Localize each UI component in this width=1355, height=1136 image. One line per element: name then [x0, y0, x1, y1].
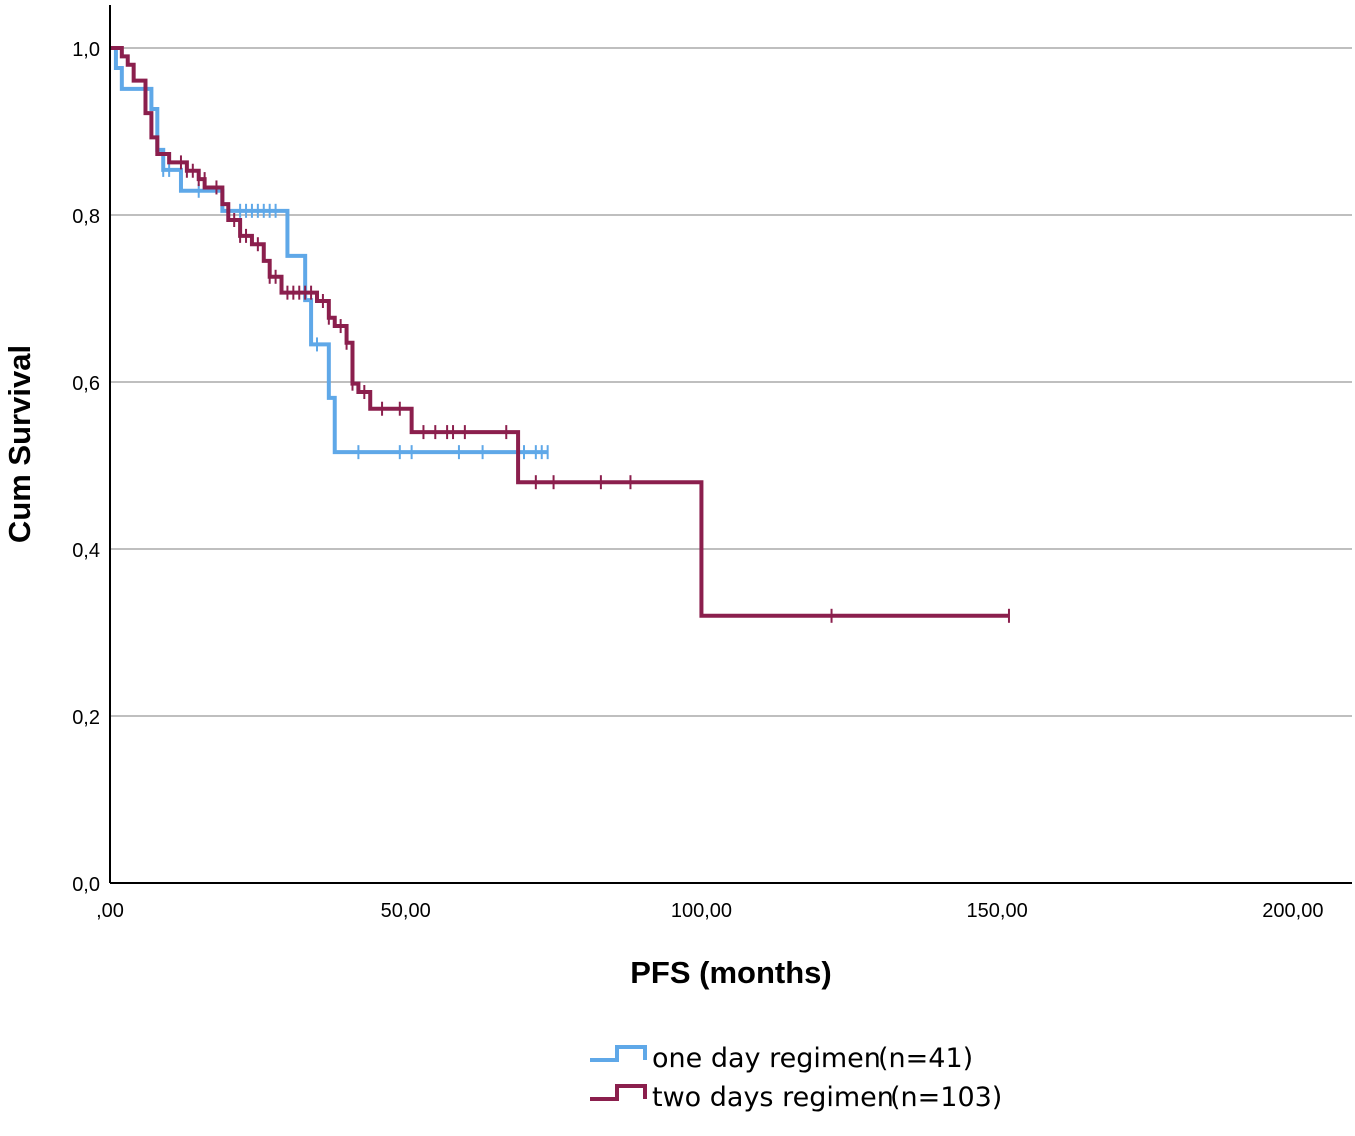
y-tick-label: 0,8: [72, 206, 100, 228]
legend-item-one-day: one day regimen (n=41): [590, 1043, 973, 1074]
axes: [109, 5, 1352, 884]
y-axis-title: Cum Survival: [2, 345, 37, 543]
survival-step-line: [110, 46, 1009, 618]
series-two-days: [110, 46, 1010, 623]
series-layer: [110, 46, 1010, 623]
y-tick-label: 1,0: [72, 39, 100, 61]
x-tick-label: 50,00: [381, 900, 431, 922]
legend-swatch-one-day: [590, 1045, 647, 1062]
tick-labels: 0,0 0,2 0,4 0,6 0,8 1,0 ,00 50,00 100,00 150,00 20…: [72, 39, 1323, 922]
series-one-day: [110, 46, 549, 460]
legend-swatch-two-days: [590, 1084, 647, 1101]
x-tick-label: ,00: [96, 900, 124, 922]
legend-item-two-days: two days regimen (n=103): [590, 1082, 1002, 1113]
legend-n-one-day: (n=41): [878, 1043, 973, 1074]
legend-n-two-days: (n=103): [890, 1082, 1002, 1113]
y-tick-label: 0,4: [72, 540, 100, 562]
x-axis-title: PFS (months): [630, 955, 832, 990]
survival-step-line: [110, 46, 548, 455]
y-tick-label: 0,0: [72, 874, 100, 896]
x-tick-label: 100,00: [671, 900, 732, 922]
gridlines: [110, 47, 1352, 717]
y-tick-label: 0,2: [72, 707, 100, 729]
x-tick-label: 200,00: [1262, 900, 1323, 922]
x-tick-label: 150,00: [967, 900, 1028, 922]
y-tick-label: 0,6: [72, 373, 100, 395]
legend: one day regimen (n=41) two days regimen …: [590, 1043, 1002, 1113]
legend-label-one-day: one day regimen: [652, 1043, 881, 1074]
legend-label-two-days: two days regimen: [652, 1082, 894, 1113]
